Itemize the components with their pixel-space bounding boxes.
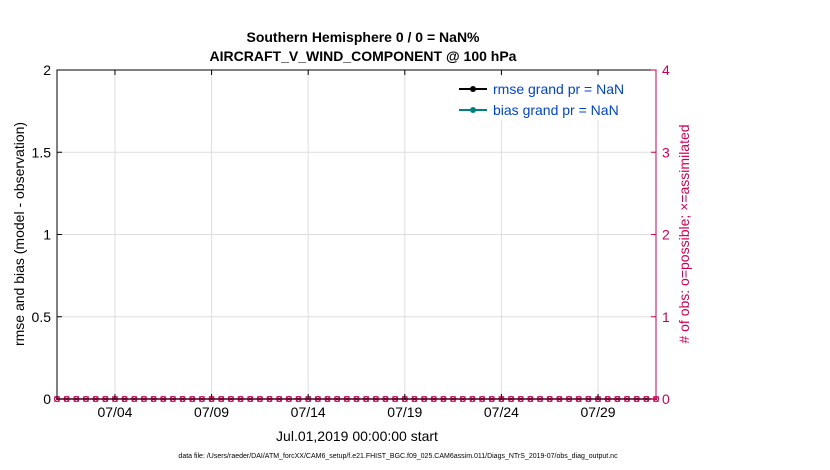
right-y-tick-label: 3 <box>662 144 670 160</box>
right-y-tick-label: 0 <box>662 391 670 407</box>
x-tick-label: 07/19 <box>387 404 422 420</box>
x-tick-label: 07/04 <box>97 404 132 420</box>
right-y-tick-label: 4 <box>662 62 670 78</box>
chart-title-line2: AIRCRAFT_V_WIND_COMPONENT @ 100 hPa <box>210 48 517 64</box>
legend: rmse grand pr = NaN bias grand pr = NaN <box>452 77 648 120</box>
chart-title-line1: Southern Hemisphere 0 / 0 = NaN% <box>246 29 480 45</box>
left-y-tick-label: 0.5 <box>32 309 52 325</box>
legend-bias-marker <box>470 107 476 113</box>
legend-rmse-label: rmse grand pr = NaN <box>493 81 624 97</box>
right-y-tick-label: 1 <box>662 309 670 325</box>
x-axis: 07/04 07/09 07/14 07/19 07/24 07/29 <box>97 70 616 420</box>
legend-box <box>452 77 648 120</box>
legend-bias-label: bias grand pr = NaN <box>493 102 619 118</box>
left-y-tick-label: 0 <box>43 391 51 407</box>
grid <box>57 70 656 399</box>
left-y-axis-label: rmse and bias (model - observation) <box>11 122 27 346</box>
right-y-tick-label: 2 <box>662 227 670 243</box>
left-y-tick-label: 2 <box>43 62 51 78</box>
x-tick-label: 07/29 <box>581 404 616 420</box>
right-y-axis-label: # of obs: o=possible; ×=assimilated <box>676 124 692 343</box>
legend-rmse-marker <box>470 86 476 92</box>
x-axis-label: Jul.01,2019 00:00:00 start <box>276 428 438 444</box>
data-file-footnote: data file: /Users/raeder/DAI/ATM_forcXX/… <box>178 453 618 460</box>
x-tick-label: 07/14 <box>291 404 326 420</box>
right-y-axis: 0 1 2 3 4 <box>651 62 670 407</box>
left-y-tick-label: 1 <box>43 227 51 243</box>
x-tick-label: 07/09 <box>194 404 229 420</box>
left-y-tick-label: 1.5 <box>32 144 52 160</box>
left-y-axis: 0 0.5 1 1.5 2 <box>32 62 62 407</box>
x-tick-label: 07/24 <box>484 404 519 420</box>
